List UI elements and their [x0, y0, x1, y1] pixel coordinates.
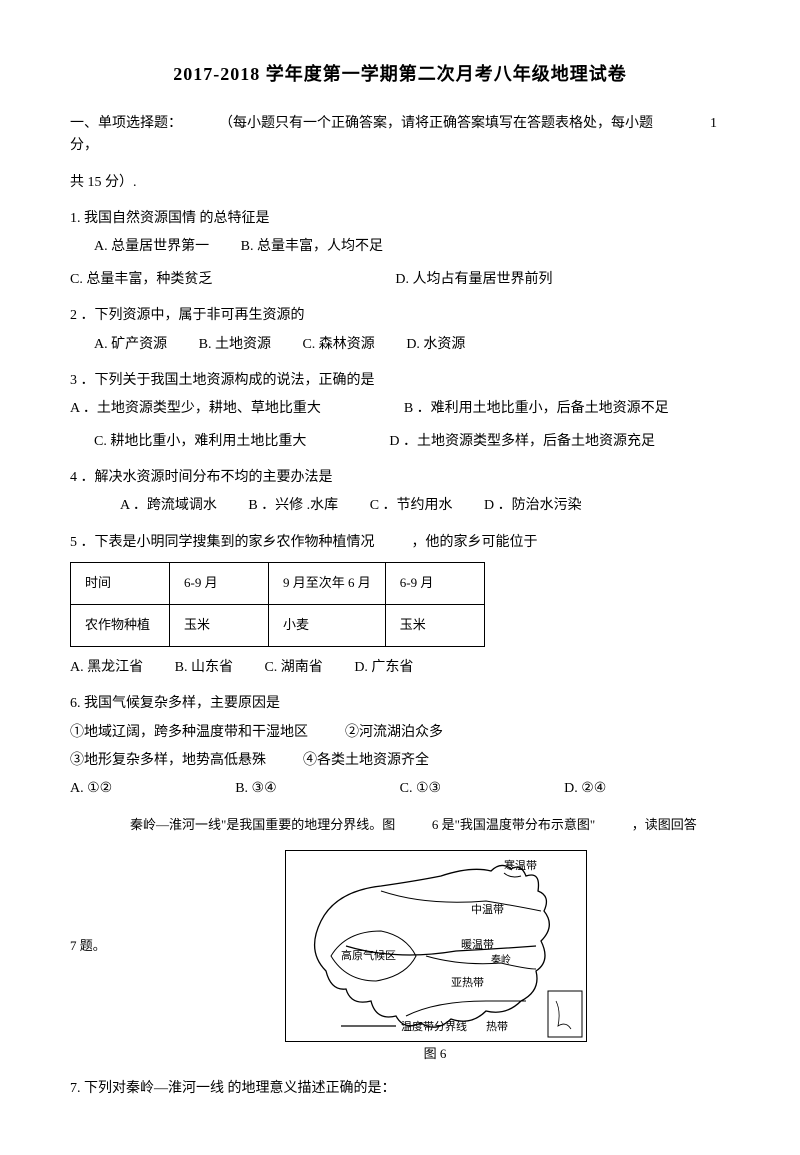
- question-5: 5 ．下表是小明同学搜集到的家乡农作物种植情况 ，他的家乡可能位于 时间 6-9…: [70, 532, 730, 679]
- map-figure: 寒温带 中温带 高原气候区 暖温带 秦岭 亚热带 温度带分界线 热带 图 6: [285, 850, 585, 1065]
- cell: 时间: [71, 563, 170, 605]
- map-inset: [548, 991, 582, 1037]
- section-heading-b: （每小题只有一个正确答案，请将正确答案填写在答题表格处，每小题: [219, 116, 653, 131]
- q3-opt-d: D ．土地资源类型多样，后备土地资源充足: [389, 431, 655, 453]
- q4-stem: 4 ．解决水资源时间分布不均的主要办法是: [70, 467, 730, 489]
- q1-opt-b: B. 总量丰富，人均不足: [241, 236, 383, 258]
- q6-cond-4: ④各类土地资源齐全: [303, 753, 429, 768]
- zone-line: [406, 1001, 526, 1016]
- figure-caption: 图 6: [285, 1044, 585, 1065]
- label-redai: 热带: [486, 1020, 508, 1033]
- label-hanwen: 寒温带: [504, 858, 537, 872]
- q4-opt-b: B ．兴修 .水库: [248, 495, 338, 517]
- q7-label: 7 题。: [70, 846, 140, 957]
- q1-opt-d: D. 人均占有量居世界前列: [395, 269, 552, 291]
- qinling-line: [426, 956, 536, 969]
- cell: 农作物种植: [71, 605, 170, 647]
- q2-opt-c: C. 森林资源: [302, 334, 374, 356]
- cell: 6-9 月: [385, 563, 484, 605]
- question-1: 1. 我国自然资源国情 的总特征是 A. 总量居世界第一 B. 总量丰富，人均不…: [70, 208, 730, 291]
- cell: 9 月至次年 6 月: [269, 563, 386, 605]
- map-inset-islands: [556, 1001, 571, 1029]
- q4-opt-a: A ．跨流域调水: [120, 495, 217, 517]
- q5-table: 时间 6-9 月 9 月至次年 6 月 6-9 月 农作物种植 玉米 小麦 玉米: [70, 562, 485, 647]
- section-heading: 一、单项选择题： （每小题只有一个正确答案，请将正确答案填写在答题表格处，每小题…: [70, 113, 730, 158]
- q5-opt-a: A. 黑龙江省: [70, 657, 143, 679]
- q5-stem-b: ，他的家乡可能位于: [412, 535, 538, 550]
- question-7: 7. 下列对秦岭—淮河一线 的地理意义描述正确的是：: [70, 1078, 730, 1100]
- q5-opt-c: C. 湖南省: [264, 657, 322, 679]
- q1-opt-c: C. 总量丰富，种类贫乏: [70, 269, 212, 291]
- cell: 小麦: [269, 605, 386, 647]
- label-yare: 亚热带: [451, 976, 484, 989]
- page-title: 2017-2018 学年度第一学期第二次月考八年级地理试卷: [70, 60, 730, 89]
- q5-opt-d: D. 广东省: [354, 657, 413, 679]
- question-2: 2 ．下列资源中，属于非可再生资源的 A. 矿产资源 B. 土地资源 C. 森林…: [70, 305, 730, 356]
- section-heading-a: 一、单项选择题：: [70, 116, 182, 131]
- q1-stem: 1. 我国自然资源国情 的总特征是: [70, 208, 730, 230]
- q3-opt-a: A ．土地资源类型少，耕地、草地比重大: [70, 398, 321, 420]
- cell: 玉米: [385, 605, 484, 647]
- figure-row: 7 题。 寒温带 中温带 高原气候区 暖温带 秦岭 亚热带 温度带分界线 热带: [70, 846, 730, 1065]
- fig-intro-c: ，读图回答: [632, 817, 697, 832]
- q6-opt-c: C. ①③: [400, 778, 441, 800]
- label-qinling: 秦岭: [491, 953, 511, 966]
- label-zhongwen: 中温带: [471, 903, 504, 916]
- q3-stem: 3 ．下列关于我国土地资源构成的说法，正确的是: [70, 370, 730, 392]
- zone-line: [504, 873, 521, 877]
- fig-intro-b: 6 是"我国温度带分布示意图": [432, 817, 595, 832]
- label-nuanwen: 暖温带: [461, 938, 494, 951]
- q1-opt-a: A. 总量居世界第一: [94, 236, 209, 258]
- question-6: 6. 我国气候复杂多样，主要原因是 ①地域辽阔，跨多种温度带和干湿地区 ②河流湖…: [70, 693, 730, 801]
- q6-cond-1: ①地域辽阔，跨多种温度带和干湿地区: [70, 725, 308, 740]
- fig-intro-a: 秦岭—淮河一线"是我国重要的地理分界线。图: [130, 817, 395, 832]
- q5-opt-b: B. 山东省: [175, 657, 233, 679]
- q4-opt-c: C ．节约用水: [370, 495, 453, 517]
- q3-opt-c: C. 耕地比重小，难利用土地比重大: [94, 431, 306, 453]
- q5-stem-a: 5 ．下表是小明同学搜集到的家乡农作物种植情况: [70, 535, 375, 550]
- q3-opt-b: B ．难利用土地比重小，后备土地资源不足: [404, 398, 669, 420]
- q2-stem: 2 ．下列资源中，属于非可再生资源的: [70, 305, 730, 327]
- china-map-svg: 寒温带 中温带 高原气候区 暖温带 秦岭 亚热带 温度带分界线 热带: [285, 850, 587, 1042]
- label-gaoyuan: 高原气候区: [341, 948, 396, 962]
- q4-opt-d: D ．防治水污染: [484, 495, 582, 517]
- cell: 6-9 月: [170, 563, 269, 605]
- question-4: 4 ．解决水资源时间分布不均的主要办法是 A ．跨流域调水 B ．兴修 .水库 …: [70, 467, 730, 518]
- q7-stem: 7. 下列对秦岭—淮河一线 的地理意义描述正确的是：: [70, 1078, 730, 1100]
- label-boundary: 温度带分界线: [401, 1019, 467, 1033]
- q4-stem-text: 4 ．解决水资源时间分布不均的主要办法是: [70, 470, 333, 485]
- cell: 玉米: [170, 605, 269, 647]
- section-heading-d: 共 15 分）.: [70, 172, 730, 194]
- map-outline: [315, 865, 550, 1027]
- q6-opt-d: D. ②④: [564, 778, 606, 800]
- table-row: 农作物种植 玉米 小麦 玉米: [71, 605, 485, 647]
- q2-opt-d: D. 水资源: [406, 334, 465, 356]
- q6-opt-b: B. ③④: [235, 778, 276, 800]
- q2-opt-b: B. 土地资源: [199, 334, 271, 356]
- q6-cond-2: ②河流湖泊众多: [345, 725, 443, 740]
- question-3: 3 ．下列关于我国土地资源构成的说法，正确的是 A ．土地资源类型少，耕地、草地…: [70, 370, 730, 453]
- figure-intro-row: 秦岭—淮河一线"是我国重要的地理分界线。图 6 是"我国温度带分布示意图" ，读…: [70, 815, 730, 836]
- q2-opt-a: A. 矿产资源: [94, 334, 167, 356]
- q6-stem: 6. 我国气候复杂多样，主要原因是: [70, 693, 730, 715]
- table-row: 时间 6-9 月 9 月至次年 6 月 6-9 月: [71, 563, 485, 605]
- q6-opt-a: A. ①②: [70, 778, 112, 800]
- q6-cond-3: ③地形复杂多样，地势高低悬殊: [70, 753, 266, 768]
- zone-line: [381, 891, 541, 911]
